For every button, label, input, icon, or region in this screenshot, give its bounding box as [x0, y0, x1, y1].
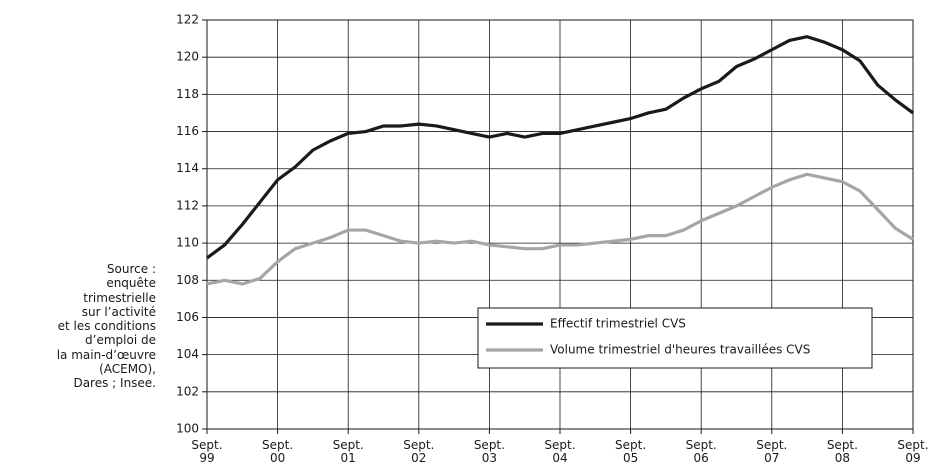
x-tick-label: Sept. 06 — [685, 438, 717, 465]
y-tick-label: 106 — [176, 310, 199, 324]
y-tick-label: 118 — [176, 87, 199, 101]
x-tick-label: Sept. 07 — [756, 438, 788, 465]
plot-frame — [206, 19, 914, 430]
series-line — [206, 35, 914, 260]
source-line: d’emploi de — [85, 333, 156, 348]
source-line: enquête — [106, 276, 156, 291]
x-tick-label: Sept. 05 — [615, 438, 647, 465]
y-tick-label: 114 — [176, 161, 199, 175]
source-line: et les conditions — [57, 319, 156, 334]
source-line: Dares ; Insee. — [73, 376, 156, 391]
y-tick-label: 104 — [176, 347, 199, 361]
x-tick-label: Sept. 03 — [473, 438, 505, 465]
legend-label: Effectif trimestriel CVS — [550, 317, 686, 331]
y-tick-label: 102 — [176, 384, 199, 398]
source-line: trimestrielle — [83, 290, 156, 305]
x-tick-label: Sept. 01 — [332, 438, 364, 465]
y-tick-label: 110 — [176, 236, 199, 250]
source-line: la main-d’œuvre — [56, 347, 156, 362]
x-tick-label: Sept. 99 — [191, 438, 223, 465]
source-note: Source : enquête trimestrielle sur l’activi… — [57, 262, 156, 391]
series-line — [206, 172, 914, 286]
x-tick-label: Sept. 00 — [262, 438, 294, 465]
source-line: Source : — [106, 262, 156, 276]
x-tick-label: Sept. 02 — [403, 438, 435, 465]
legend-box — [477, 307, 873, 369]
x-tick-label: Sept. 04 — [544, 438, 576, 465]
legend-label: Volume trimestriel d'heures travaillées … — [550, 343, 810, 357]
y-tick-label: 108 — [176, 273, 199, 287]
x-tick-label: Sept. 09 — [897, 438, 929, 465]
y-tick-label: 116 — [176, 124, 199, 138]
y-tick-label: 122 — [176, 13, 199, 27]
y-tick-label: 112 — [176, 198, 199, 212]
y-tick-label: 100 — [176, 422, 199, 436]
x-tick-label: Sept. 08 — [826, 438, 858, 465]
source-line: sur l’activité — [81, 304, 156, 319]
source-line: (ACEMO), — [99, 362, 156, 377]
y-tick-label: 120 — [176, 50, 199, 64]
